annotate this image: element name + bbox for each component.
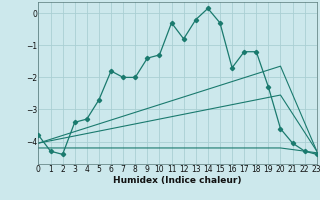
X-axis label: Humidex (Indice chaleur): Humidex (Indice chaleur) [113, 176, 242, 185]
